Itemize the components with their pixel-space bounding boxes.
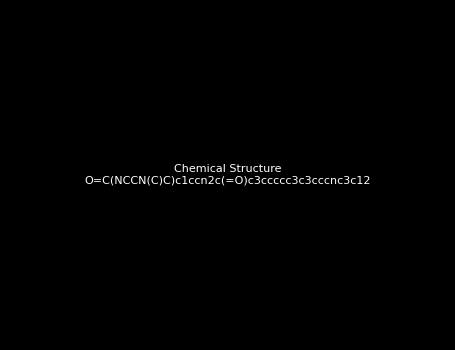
Text: Chemical Structure
O=C(NCCN(C)C)c1ccn2c(=O)c3ccccc3c3cccnc3c12: Chemical Structure O=C(NCCN(C)C)c1ccn2c(…: [84, 164, 371, 186]
